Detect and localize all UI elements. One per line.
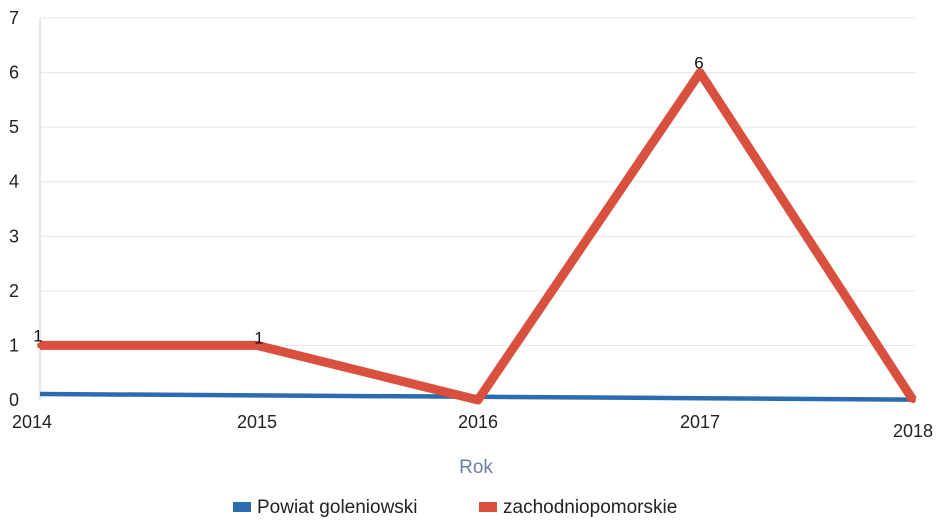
x-tick-label: 2018 (893, 421, 933, 441)
data-labels: 1 1 6 (33, 54, 703, 348)
x-tick-label: 2017 (680, 412, 720, 432)
data-label: 1 (33, 326, 42, 345)
legend-swatch (479, 502, 497, 512)
data-point (475, 397, 481, 403)
grid-lines (40, 17, 915, 346)
data-point (37, 342, 43, 349)
data-label: 1 (254, 328, 263, 347)
data-point (697, 69, 703, 76)
data-label: 6 (694, 54, 703, 73)
y-tick-label: 0 (9, 390, 19, 410)
legend: Powiat goleniowski zachodniopomorskie (233, 497, 677, 518)
y-tick-label: 7 (9, 8, 19, 28)
data-point (910, 397, 916, 403)
series-lines (37, 68, 917, 405)
x-tick-label: 2014 (12, 412, 52, 432)
y-tick-label: 5 (9, 117, 19, 137)
y-tick-label: 3 (9, 226, 19, 246)
x-axis-ticks: 2014 2015 2016 2017 2018 (12, 412, 933, 441)
x-tick-label: 2016 (458, 412, 498, 432)
y-tick-label: 6 (9, 63, 19, 83)
legend-swatch (233, 502, 251, 512)
legend-label: zachodniopomorskie (503, 497, 677, 518)
y-tick-label: 1 (9, 335, 19, 355)
y-tick-label: 2 (9, 281, 19, 301)
data-point (254, 342, 260, 349)
x-axis-title: Rok (459, 457, 493, 478)
y-axis-ticks: 0 1 2 3 4 5 6 7 (9, 8, 19, 410)
y-tick-label: 4 (9, 172, 19, 192)
x-tick-label: 2015 (237, 412, 277, 432)
legend-label: Powiat goleniowski (257, 497, 418, 518)
